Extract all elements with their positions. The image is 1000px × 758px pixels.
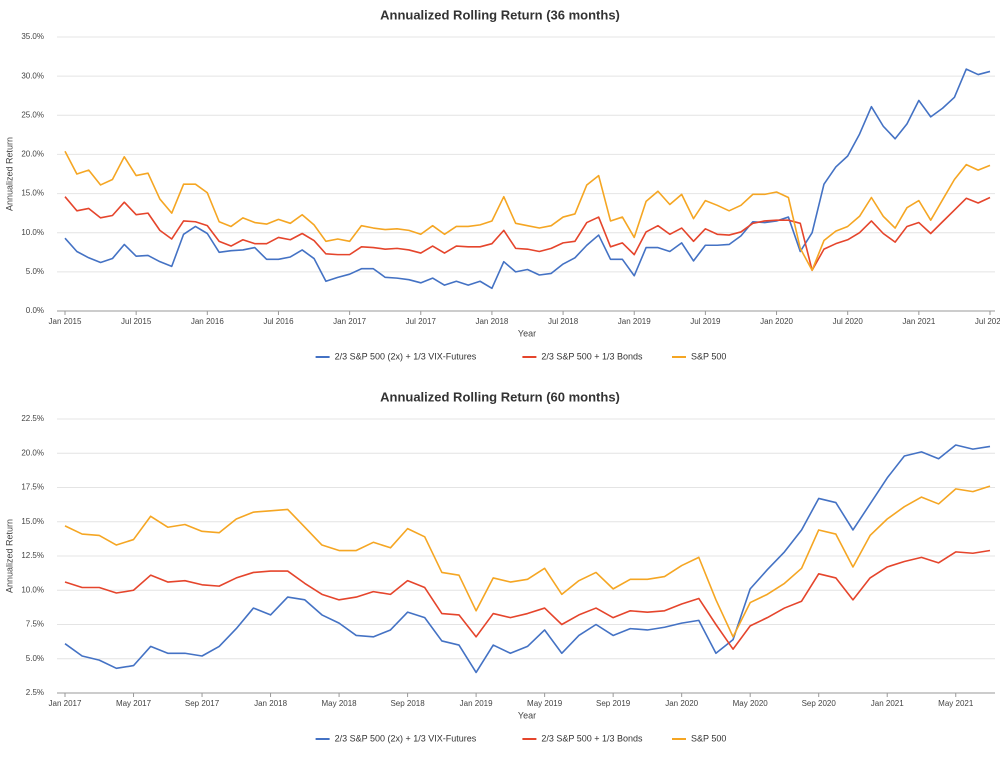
x-tick-label: May 2017 (116, 699, 152, 708)
x-tick-label: Jan 2021 (902, 317, 935, 326)
y-tick-label: 15.0% (21, 189, 44, 198)
y-tick-label: 25.0% (21, 110, 44, 119)
y-tick-label: 5.0% (26, 654, 44, 663)
series-line (64, 196, 991, 272)
legend-label: S&P 500 (691, 733, 726, 743)
x-tick-label: Jan 2017 (333, 317, 366, 326)
y-tick-label: 30.0% (21, 71, 44, 80)
y-tick-label: 5.0% (26, 267, 44, 276)
y-tick-label: 12.5% (21, 551, 44, 560)
x-tick-label: Sep 2018 (390, 699, 425, 708)
y-tick-label: 15.0% (21, 517, 44, 526)
x-tick-label: May 2018 (322, 699, 358, 708)
x-tick-label: Jan 2018 (254, 699, 287, 708)
legend: 2/3 S&P 500 (2x) + 1/3 VIX-Futures 2/3 S&… (315, 733, 726, 743)
x-tick-label: Jan 2021 (871, 699, 904, 708)
x-tick-label: Jul 2017 (406, 317, 437, 326)
x-tick-label: Jul 2019 (690, 317, 721, 326)
legend: 2/3 S&P 500 (2x) + 1/3 VIX-Futures 2/3 S&… (315, 351, 726, 361)
series-line (64, 68, 991, 290)
x-tick-label: May 2020 (733, 699, 769, 708)
chart-title: Annualized Rolling Return (60 months) (380, 389, 620, 404)
x-tick-label: Jan 2019 (460, 699, 493, 708)
y-tick-label: 2.5% (26, 688, 44, 697)
x-tick-label: Jul 2021 (975, 317, 1000, 326)
y-axis-title: Annualized Return (4, 137, 14, 211)
x-tick-label: Jul 2020 (833, 317, 864, 326)
x-tick-label: Jul 2016 (263, 317, 294, 326)
series-line (64, 485, 991, 638)
legend-label: 2/3 S&P 500 + 1/3 Bonds (541, 351, 643, 361)
x-tick-label: Sep 2019 (596, 699, 631, 708)
y-tick-label: 10.0% (21, 585, 44, 594)
y-tick-label: 0.0% (26, 306, 44, 315)
y-tick-label: 20.0% (21, 150, 44, 159)
legend-label: 2/3 S&P 500 + 1/3 Bonds (541, 733, 643, 743)
x-tick-label: Sep 2017 (185, 699, 220, 708)
x-tick-label: Jan 2020 (665, 699, 698, 708)
y-axis-title: Annualized Return (4, 519, 14, 593)
x-tick-label: May 2019 (527, 699, 563, 708)
series-line (64, 549, 991, 650)
y-tick-label: 22.5% (21, 414, 44, 423)
y-tick-label: 7.5% (26, 620, 44, 629)
series-line (64, 444, 991, 674)
x-tick-label: Jan 2020 (760, 317, 793, 326)
x-axis-title: Year (518, 710, 536, 720)
legend-label: 2/3 S&P 500 (2x) + 1/3 VIX-Futures (335, 351, 477, 361)
x-tick-label: May 2021 (938, 699, 974, 708)
x-tick-label: Jan 2017 (49, 699, 82, 708)
y-tick-label: 35.0% (21, 32, 44, 41)
x-tick-label: Jan 2016 (191, 317, 224, 326)
x-tick-label: Jul 2015 (121, 317, 152, 326)
chart-title: Annualized Rolling Return (36 months) (380, 7, 620, 22)
series-line (64, 150, 991, 272)
y-tick-label: 17.5% (21, 483, 44, 492)
x-tick-label: Jul 2018 (548, 317, 579, 326)
x-tick-label: Jan 2018 (475, 317, 508, 326)
legend-label: 2/3 S&P 500 (2x) + 1/3 VIX-Futures (335, 733, 477, 743)
x-tick-label: Sep 2020 (802, 699, 837, 708)
x-tick-label: Jan 2019 (618, 317, 651, 326)
legend-label: S&P 500 (691, 351, 726, 361)
x-tick-label: Jan 2015 (49, 317, 82, 326)
y-tick-label: 10.0% (21, 228, 44, 237)
y-tick-label: 20.0% (21, 448, 44, 457)
x-axis-title: Year (518, 328, 536, 338)
